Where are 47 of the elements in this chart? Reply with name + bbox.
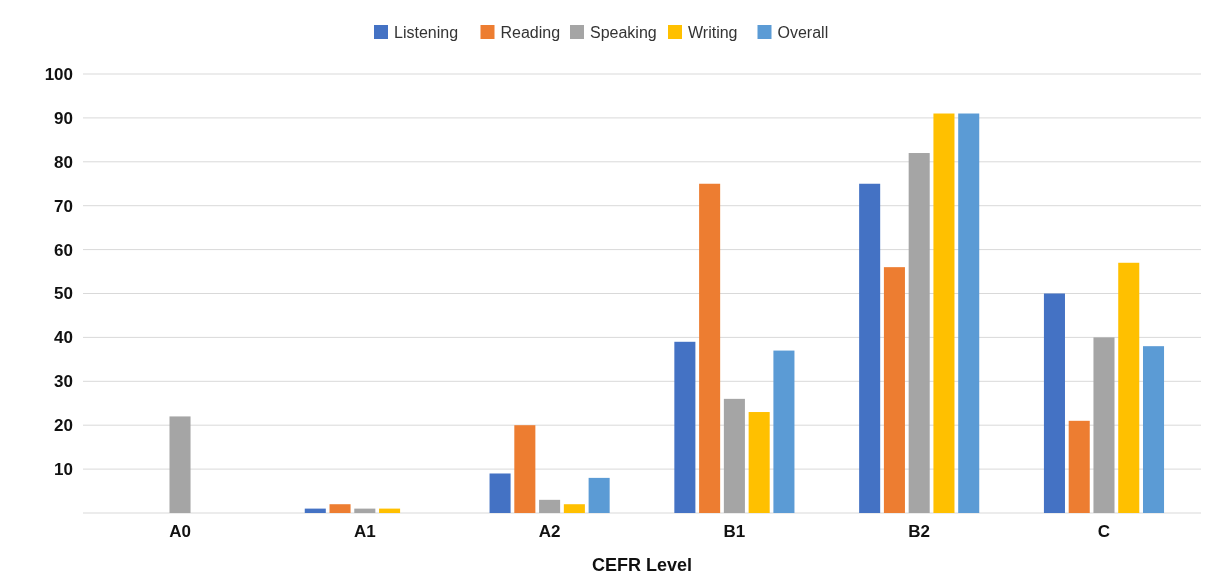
bar: [1043, 293, 1065, 513]
y-tick-label: 60: [54, 240, 73, 260]
bar: [773, 350, 795, 513]
bar: [748, 412, 770, 513]
bar: [169, 416, 191, 513]
bar: [1142, 346, 1165, 513]
bar: [1118, 262, 1140, 513]
legend-label: Speaking: [590, 23, 657, 41]
x-tick-label: C: [1097, 522, 1111, 541]
y-tick-label: 50: [54, 284, 73, 304]
x-axis-title: CEFR Level: [591, 555, 693, 575]
x-tick-label: B2: [908, 522, 931, 541]
y-tick-label: 90: [54, 108, 73, 128]
bar: [354, 508, 376, 513]
bar: [588, 477, 610, 513]
bar: [723, 398, 745, 513]
bar: [539, 499, 561, 513]
bar: [514, 425, 536, 513]
bar: [908, 153, 930, 513]
bar: [489, 473, 511, 513]
y-tick-label: 70: [54, 196, 73, 216]
bar: [958, 113, 980, 513]
legend-label: Reading: [500, 23, 561, 41]
legend-label: Listening: [394, 23, 459, 41]
bar: [1068, 420, 1090, 513]
y-tick-label: 20: [54, 416, 73, 436]
x-tick-label: A1: [353, 522, 376, 541]
bar: [329, 504, 351, 513]
bar: [563, 504, 585, 513]
x-tick-label: A2: [538, 522, 561, 541]
bar: [674, 341, 696, 513]
y-tick-label: 30: [54, 372, 73, 392]
y-tick-label: 100: [44, 64, 73, 84]
bar: [699, 183, 721, 513]
x-tick-label: A0: [169, 522, 191, 541]
bar: [933, 113, 955, 513]
bar: [304, 508, 326, 513]
bar: [1093, 337, 1115, 513]
y-tick-label: 10: [54, 460, 73, 480]
legend-label: Writing: [688, 23, 738, 41]
y-tick-label: 80: [54, 152, 73, 172]
bar: [883, 267, 905, 513]
bar: [859, 183, 881, 513]
y-tick-label: 40: [54, 328, 73, 348]
bar: [379, 508, 401, 513]
legend-label: Overall: [777, 23, 829, 41]
x-tick-label: B1: [723, 522, 746, 541]
